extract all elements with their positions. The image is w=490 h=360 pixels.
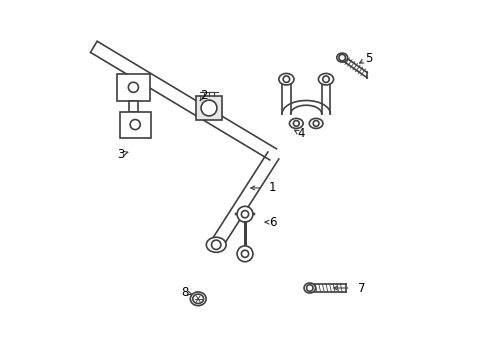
Circle shape [237, 246, 253, 262]
Ellipse shape [206, 237, 226, 252]
Ellipse shape [279, 73, 294, 85]
Circle shape [339, 54, 345, 61]
Circle shape [323, 76, 329, 82]
Circle shape [130, 120, 140, 130]
Circle shape [294, 121, 299, 126]
Text: 6: 6 [270, 216, 277, 229]
Ellipse shape [318, 73, 334, 85]
Text: 7: 7 [358, 282, 366, 294]
Circle shape [201, 100, 217, 116]
Ellipse shape [304, 283, 316, 293]
Circle shape [283, 76, 290, 82]
Text: 3: 3 [117, 148, 124, 161]
Circle shape [307, 285, 313, 291]
Text: 1: 1 [268, 181, 276, 194]
Circle shape [212, 240, 221, 249]
Text: 2: 2 [200, 89, 207, 102]
Ellipse shape [337, 53, 347, 62]
Ellipse shape [190, 292, 206, 306]
Bar [120, 112, 150, 138]
Text: 4: 4 [297, 127, 305, 140]
Bar [196, 96, 221, 120]
Circle shape [242, 211, 248, 218]
Bar [128, 101, 138, 112]
Circle shape [237, 206, 253, 222]
Circle shape [128, 82, 139, 93]
Circle shape [313, 121, 319, 126]
Bar [117, 74, 149, 101]
Circle shape [242, 250, 248, 257]
Text: 8: 8 [181, 286, 189, 299]
Ellipse shape [193, 294, 204, 303]
Ellipse shape [290, 118, 303, 129]
Text: 5: 5 [366, 52, 373, 65]
Ellipse shape [309, 118, 323, 129]
